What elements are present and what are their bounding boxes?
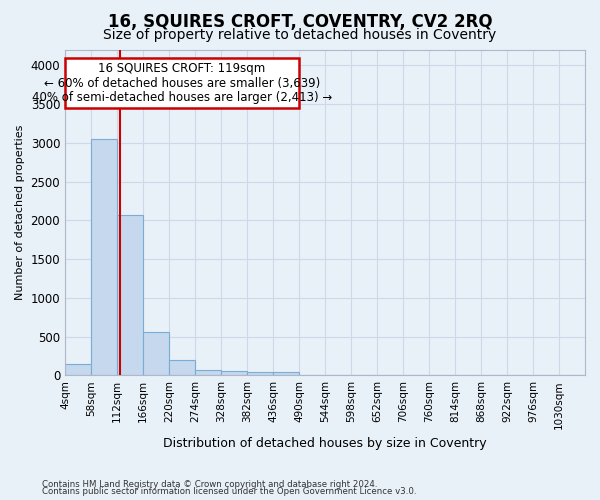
Bar [247,372,273,376]
X-axis label: Distribution of detached houses by size in Coventry: Distribution of detached houses by size … [163,437,487,450]
Bar [169,360,195,376]
Text: ← 60% of detached houses are smaller (3,639): ← 60% of detached houses are smaller (3,… [44,78,320,90]
Text: Contains public sector information licensed under the Open Government Licence v3: Contains public sector information licen… [42,487,416,496]
Bar [117,214,143,376]
Text: Contains HM Land Registry data © Crown copyright and database right 2024.: Contains HM Land Registry data © Crown c… [42,480,377,489]
Bar [91,139,117,376]
Bar [143,332,169,376]
Bar [65,364,91,376]
Bar [273,372,299,376]
Bar [195,370,221,376]
FancyBboxPatch shape [65,58,299,108]
Y-axis label: Number of detached properties: Number of detached properties [15,125,25,300]
Text: 40% of semi-detached houses are larger (2,413) →: 40% of semi-detached houses are larger (… [32,90,332,104]
Text: 16 SQUIRES CROFT: 119sqm: 16 SQUIRES CROFT: 119sqm [98,62,266,76]
Text: Size of property relative to detached houses in Coventry: Size of property relative to detached ho… [103,28,497,42]
Bar [221,371,247,376]
Text: 16, SQUIRES CROFT, COVENTRY, CV2 2RQ: 16, SQUIRES CROFT, COVENTRY, CV2 2RQ [107,12,493,30]
